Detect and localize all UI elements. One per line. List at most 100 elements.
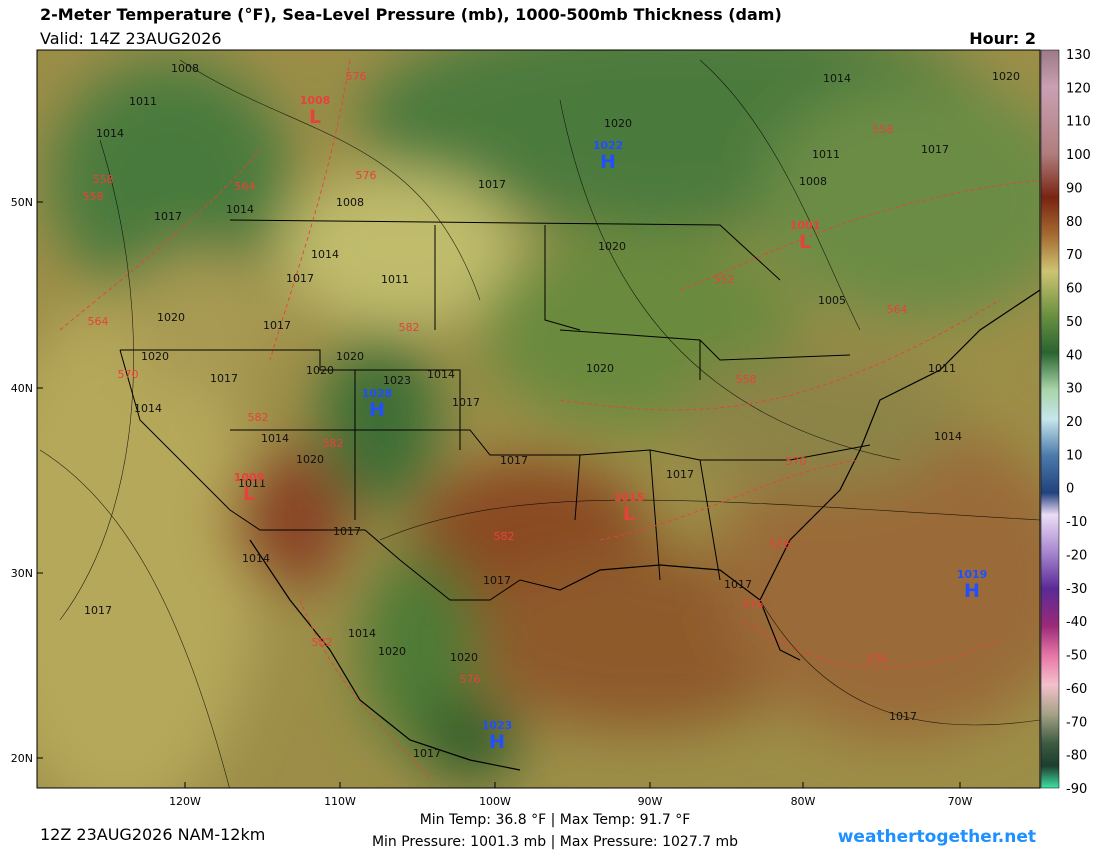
thickness-label: 552 — [714, 273, 735, 286]
colorbar-label: 120 — [1066, 81, 1091, 96]
site-credit: weathertogether.net — [838, 827, 1036, 847]
pressure-center-value: 1001 — [790, 219, 821, 232]
longitude-label: 100W — [479, 795, 511, 808]
isobar-label: 1017 — [333, 525, 361, 538]
thickness-label: 576 — [867, 653, 888, 666]
colorbar-label: -40 — [1066, 615, 1087, 630]
pressure-stats: Min Pressure: 1001.3 mb | Max Pressure: … — [372, 834, 738, 850]
thickness-label: 576 — [770, 538, 791, 551]
isobar-label: 1020 — [604, 117, 632, 130]
colorbar-label: -70 — [1066, 715, 1087, 730]
isobar-label: 1017 — [921, 143, 949, 156]
pressure-center-letter: L — [799, 231, 811, 253]
pressure-center-letter: L — [309, 106, 321, 128]
pressure-center-letter: H — [489, 731, 505, 753]
pressure-center-value: 1022 — [593, 139, 624, 152]
colorbar-label: 10 — [1066, 448, 1083, 463]
isobar-label: 1014 — [427, 368, 455, 381]
colorbar-label: 50 — [1066, 315, 1083, 330]
latitude-label: 30N — [11, 567, 33, 580]
isobar-label: 1017 — [500, 454, 528, 467]
isobar-label: 1017 — [154, 210, 182, 223]
thickness-label: 582 — [312, 636, 333, 649]
pressure-center-value: 1019 — [957, 568, 988, 581]
longitude-label: 80W — [791, 795, 816, 808]
thickness-label: 582 — [248, 411, 269, 424]
colorbar-label: 0 — [1066, 482, 1074, 497]
colorbar-label: -10 — [1066, 515, 1087, 530]
isobar-label: 1017 — [84, 604, 112, 617]
isobar-label: 1017 — [210, 372, 238, 385]
isobar-label: 1020 — [306, 364, 334, 377]
colorbar-label: -80 — [1066, 749, 1087, 764]
axis-labels: 50N 40N 30N 20N 120W 110W 100W 90W 80W 70W 130 120 1… — [11, 48, 1091, 808]
pressure-center-letter: H — [369, 399, 385, 421]
colorbar-label: 70 — [1066, 248, 1083, 263]
thickness-label: 564 — [88, 315, 109, 328]
thickness-label: 582 — [399, 321, 420, 334]
thickness-label: 576 — [346, 70, 367, 83]
isobar-label: 1014 — [823, 72, 851, 85]
temperature-stats: Min Temp: 36.8 °F | Max Temp: 91.7 °F — [420, 812, 691, 828]
thickness-label: 558 — [83, 190, 104, 203]
pressure-center-value: 1009 — [234, 471, 265, 484]
pressure-center-value: 1015 — [614, 491, 645, 504]
forecast-hour: Hour: 2 — [969, 29, 1036, 48]
pressure-center-value: 1028 — [362, 387, 393, 400]
colorbar-label: 130 — [1066, 48, 1091, 63]
isobar-label: 1008 — [171, 62, 199, 75]
pressure-center-value: 1008 — [300, 94, 331, 107]
thickness-label: 570 — [786, 455, 807, 468]
temperature-field — [37, 50, 1040, 788]
colorbar — [1040, 49, 1060, 789]
map-frame — [36, 49, 1041, 789]
thickness-label: 558 — [93, 173, 114, 186]
colorbar-label: 100 — [1066, 148, 1091, 163]
isobar-label: 1011 — [381, 273, 409, 286]
thickness-lines — [59, 59, 1040, 781]
latitude-label: 40N — [11, 382, 33, 395]
isobar-label: 1014 — [348, 627, 376, 640]
isobar-label: 1014 — [134, 402, 162, 415]
valid-time: Valid: 14Z 23AUG2026 — [40, 29, 222, 48]
colorbar-label: -60 — [1066, 682, 1087, 697]
isobar-label: 1020 — [586, 362, 614, 375]
pressure-center-letter: L — [243, 483, 255, 505]
isobar-label: 1014 — [226, 203, 254, 216]
colorbar-label: -20 — [1066, 548, 1087, 563]
colorbar-label: 90 — [1066, 181, 1083, 196]
colorbar-label: 110 — [1066, 115, 1091, 130]
thickness-label: 582 — [494, 530, 515, 543]
isobar-label: 1020 — [157, 311, 185, 324]
isobar-label: 1011 — [928, 362, 956, 375]
map-title: 2-Meter Temperature (°F), Sea-Level Pres… — [40, 5, 782, 24]
isobar-label: 1017 — [413, 747, 441, 760]
thickness-label: 576 — [356, 169, 377, 182]
pressure-center-value: 1023 — [482, 719, 513, 732]
thickness-label: 570 — [118, 368, 139, 381]
longitude-label: 120W — [169, 795, 201, 808]
isobar-label: 1017 — [666, 468, 694, 481]
isobar-label: 1020 — [336, 350, 364, 363]
colorbar-label: 80 — [1066, 215, 1083, 230]
isobar-label: 1017 — [889, 710, 917, 723]
latitude-label: 20N — [11, 752, 33, 765]
isobar-label: 1014 — [934, 430, 962, 443]
isobar-label: 1011 — [238, 477, 266, 490]
thickness-label: 582 — [323, 437, 344, 450]
isobar-label: 1020 — [598, 240, 626, 253]
longitude-label: 90W — [638, 795, 663, 808]
colorbar-label: -90 — [1066, 782, 1087, 797]
isobars — [39, 59, 1040, 788]
pressure-center-letter: L — [623, 503, 635, 525]
isobar-label: 1014 — [311, 248, 339, 261]
isobar-label: 1017 — [452, 396, 480, 409]
pressure-center-letter: H — [964, 580, 980, 602]
latitude-label: 50N — [11, 196, 33, 209]
thickness-label: 564 — [887, 303, 908, 316]
model-run: 12Z 23AUG2026 NAM-12km — [40, 825, 265, 844]
isobar-label: 1017 — [263, 319, 291, 332]
isobar-label: 1020 — [378, 645, 406, 658]
